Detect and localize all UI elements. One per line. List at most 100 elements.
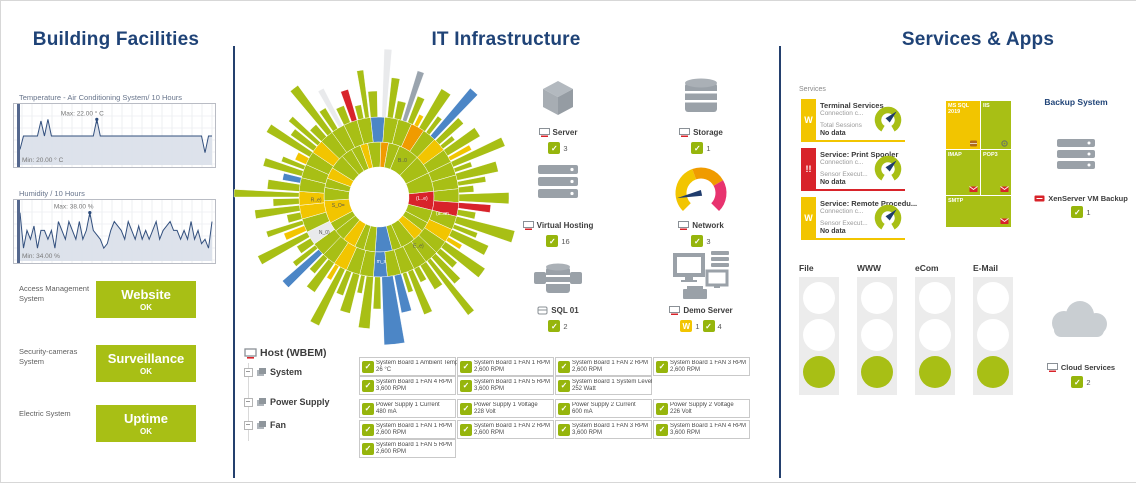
group-server-badges[interactable]: ✓ 3: [518, 142, 598, 154]
sensor-ok-icon: ✓: [656, 402, 668, 415]
mail-icon: [969, 186, 978, 192]
sensor-tile[interactable]: ✓ System Board 1 FAN 4 RPM 3,600 RPM: [653, 420, 750, 439]
status-row-label: Access Management System: [19, 284, 90, 304]
sensor-tile[interactable]: ✓ System Board 1 FAN 5 RPM 3,600 RPM: [457, 376, 554, 395]
tree-node-system[interactable]: System: [244, 367, 302, 377]
database-icon: [970, 140, 977, 147]
tree-node-power-supply[interactable]: Power Supply: [244, 397, 330, 407]
group-sql-01[interactable]: SQL 01: [518, 306, 598, 315]
backup-label: XenServer VM Backup: [1048, 194, 1128, 203]
status-box-uptime[interactable]: Uptime OK: [96, 405, 196, 442]
temperature-chart[interactable]: Max: 22.00 ° C Min: 20.00 ° C: [13, 103, 216, 168]
group-virtual-hosting-badges[interactable]: ✓ 16: [513, 235, 603, 247]
sensor-ok-icon: ✓: [656, 423, 668, 436]
treemap-tile[interactable]: MS SQL 2019: [946, 101, 980, 149]
min-annotation: Min: 20.00 ° C: [22, 156, 64, 164]
status-box-surveillance[interactable]: Surveillance OK: [96, 345, 196, 382]
group-demo-server[interactable]: Demo Server: [656, 306, 746, 315]
sensor-tile[interactable]: ✓ System Board 1 FAN 2 RPM 2,600 RPM: [555, 357, 652, 376]
light-off-icon: [919, 282, 951, 314]
sensor-title: System Board 1 FAN 4 RPM: [376, 378, 453, 385]
sensor-tile[interactable]: ✓ System Board 1 FAN 3 RPM 2,600 RPM: [653, 357, 750, 376]
sensor-value: 3,600 RPM: [474, 386, 505, 393]
check-badge-icon: ✓: [702, 320, 715, 332]
cloud-group[interactable]: Cloud Services: [1036, 363, 1126, 372]
device-mini-icon: [669, 306, 681, 315]
light-off-icon: [803, 282, 835, 314]
sensor-tile[interactable]: ✓ Power Supply 1 Voltage 228 Volt: [457, 399, 554, 418]
badge-count: 4: [717, 321, 722, 331]
sensor-tile[interactable]: ✓ Power Supply 1 Current 480 mA: [359, 399, 456, 418]
sensor-title: System Board 1 Ambient Temp: [376, 359, 459, 366]
status-box-title: Uptime: [123, 411, 169, 426]
warning-badge-icon: W: [801, 99, 816, 140]
host-mini-icon: [244, 347, 257, 359]
storage-icon: [685, 78, 717, 112]
group-network-badges[interactable]: ✓ 3: [661, 235, 741, 247]
sensor-title: System Board 1 System Level: [572, 378, 653, 385]
sensor-tile[interactable]: ✓ System Board 1 FAN 1 RPM 2,600 RPM: [359, 420, 456, 439]
backup-group[interactable]: XenServer VM Backup: [1031, 194, 1131, 203]
treemap-tile-label: MS SQL 2019: [948, 103, 969, 115]
tree-node-fan[interactable]: Fan: [244, 420, 286, 430]
light-on-icon: [803, 356, 835, 388]
group-storage-badges[interactable]: ✓ 1: [661, 142, 741, 154]
treemap-tile[interactable]: POP3: [981, 150, 1011, 195]
sensor-text: System Board 1 FAN 3 RPM 3,600 RPM: [572, 423, 648, 437]
traffic-light-file[interactable]: [799, 277, 839, 395]
sensor-tile[interactable]: ✓ System Board 1 Ambient Temp 26 °C: [359, 357, 459, 376]
host-title-label: Host (WBEM): [260, 347, 327, 359]
sensor-tile[interactable]: ✓ Power Supply 2 Current 600 mA: [555, 399, 652, 418]
sensor-ok-icon: ✓: [460, 423, 472, 436]
host-tree-root[interactable]: Host (WBEM): [244, 347, 327, 359]
treemap-tile-label: IMAP: [948, 152, 962, 158]
group-network[interactable]: Network: [661, 221, 741, 230]
sensor-tile[interactable]: ✓ System Board 1 FAN 2 RPM 2,600 RPM: [457, 420, 554, 439]
group-virtual-hosting[interactable]: Virtual Hosting: [513, 221, 603, 230]
sensor-value: 228 Volt: [474, 409, 496, 416]
treemap-tile[interactable]: IIS: [981, 101, 1011, 149]
backup-badges[interactable]: ✓ 1: [1031, 206, 1131, 218]
sensor-tile[interactable]: ✓ System Board 1 FAN 4 RPM 3,600 RPM: [359, 376, 456, 395]
sensor-tile[interactable]: ✓ System Board 1 FAN 5 RPM 2,600 RPM: [359, 439, 456, 458]
services-treemap: MS SQL 2019 IIS IMAP POP3 SMTP: [946, 101, 1012, 228]
sensor-title: System Board 1 FAN 5 RPM: [376, 441, 453, 448]
service-value: No data: [820, 179, 846, 186]
sensor-tile[interactable]: ✓ System Board 1 System Level 252 Watt: [555, 376, 652, 395]
traffic-light-ecom[interactable]: [915, 277, 955, 395]
status-underline: [801, 189, 905, 191]
sensor-tile[interactable]: ✓ System Board 1 FAN 3 RPM 3,600 RPM: [555, 420, 652, 439]
cloud-label: Cloud Services: [1060, 363, 1116, 372]
group-demo-server-badges[interactable]: W 1 ✓ 4: [656, 320, 746, 332]
sensor-value: 3,600 RPM: [572, 430, 603, 437]
collapse-icon[interactable]: [244, 397, 253, 407]
workstation-group-icon: [673, 251, 729, 299]
light-off-icon: [919, 319, 951, 351]
humidity-chart[interactable]: Max: 38.00 % Min: 34.00 %: [13, 199, 216, 264]
group-sql-01-badges[interactable]: ✓ 2: [518, 320, 598, 332]
check-badge-icon: ✓: [548, 320, 561, 332]
service-item[interactable]: !! Service: Print Spooler Connection c... S…: [801, 148, 905, 191]
treemap-tile[interactable]: SMTP: [946, 196, 1011, 227]
service-item[interactable]: W Terminal Services Connection c... Total S…: [801, 99, 905, 142]
cloud-badges[interactable]: ✓ 2: [1036, 376, 1126, 388]
device-mini-icon: [678, 221, 690, 230]
treemap-tile[interactable]: IMAP: [946, 150, 980, 195]
sensor-text: System Board 1 FAN 1 RPM 2,600 RPM: [376, 423, 452, 437]
sunburst-chart[interactable]: (L..e) (a..an S_O= R..e) N_0) B..0 E..e) m_s: [229, 47, 529, 347]
group-storage[interactable]: Storage: [661, 128, 741, 137]
sensor-tile[interactable]: ✓ Power Supply 2 Voltage 226 Volt: [653, 399, 750, 418]
tree-node-label: System: [270, 367, 303, 377]
traffic-light-www[interactable]: [857, 277, 897, 395]
server-rack-icon: [538, 165, 578, 198]
group-server[interactable]: Server: [518, 128, 598, 137]
collapse-icon[interactable]: [244, 367, 253, 377]
sensor-tile[interactable]: ✓ System Board 1 FAN 1 RPM 2,600 RPM: [457, 357, 554, 376]
traffic-light-e-mail[interactable]: [973, 277, 1013, 395]
light-off-icon: [977, 282, 1009, 314]
sensor-ok-icon: ✓: [558, 360, 570, 373]
service-item[interactable]: W Service: Remote Procedu... Connection c.…: [801, 197, 917, 240]
gear-icon: [1001, 140, 1008, 147]
collapse-icon[interactable]: [244, 420, 253, 430]
status-box-website[interactable]: Website OK: [96, 281, 196, 318]
